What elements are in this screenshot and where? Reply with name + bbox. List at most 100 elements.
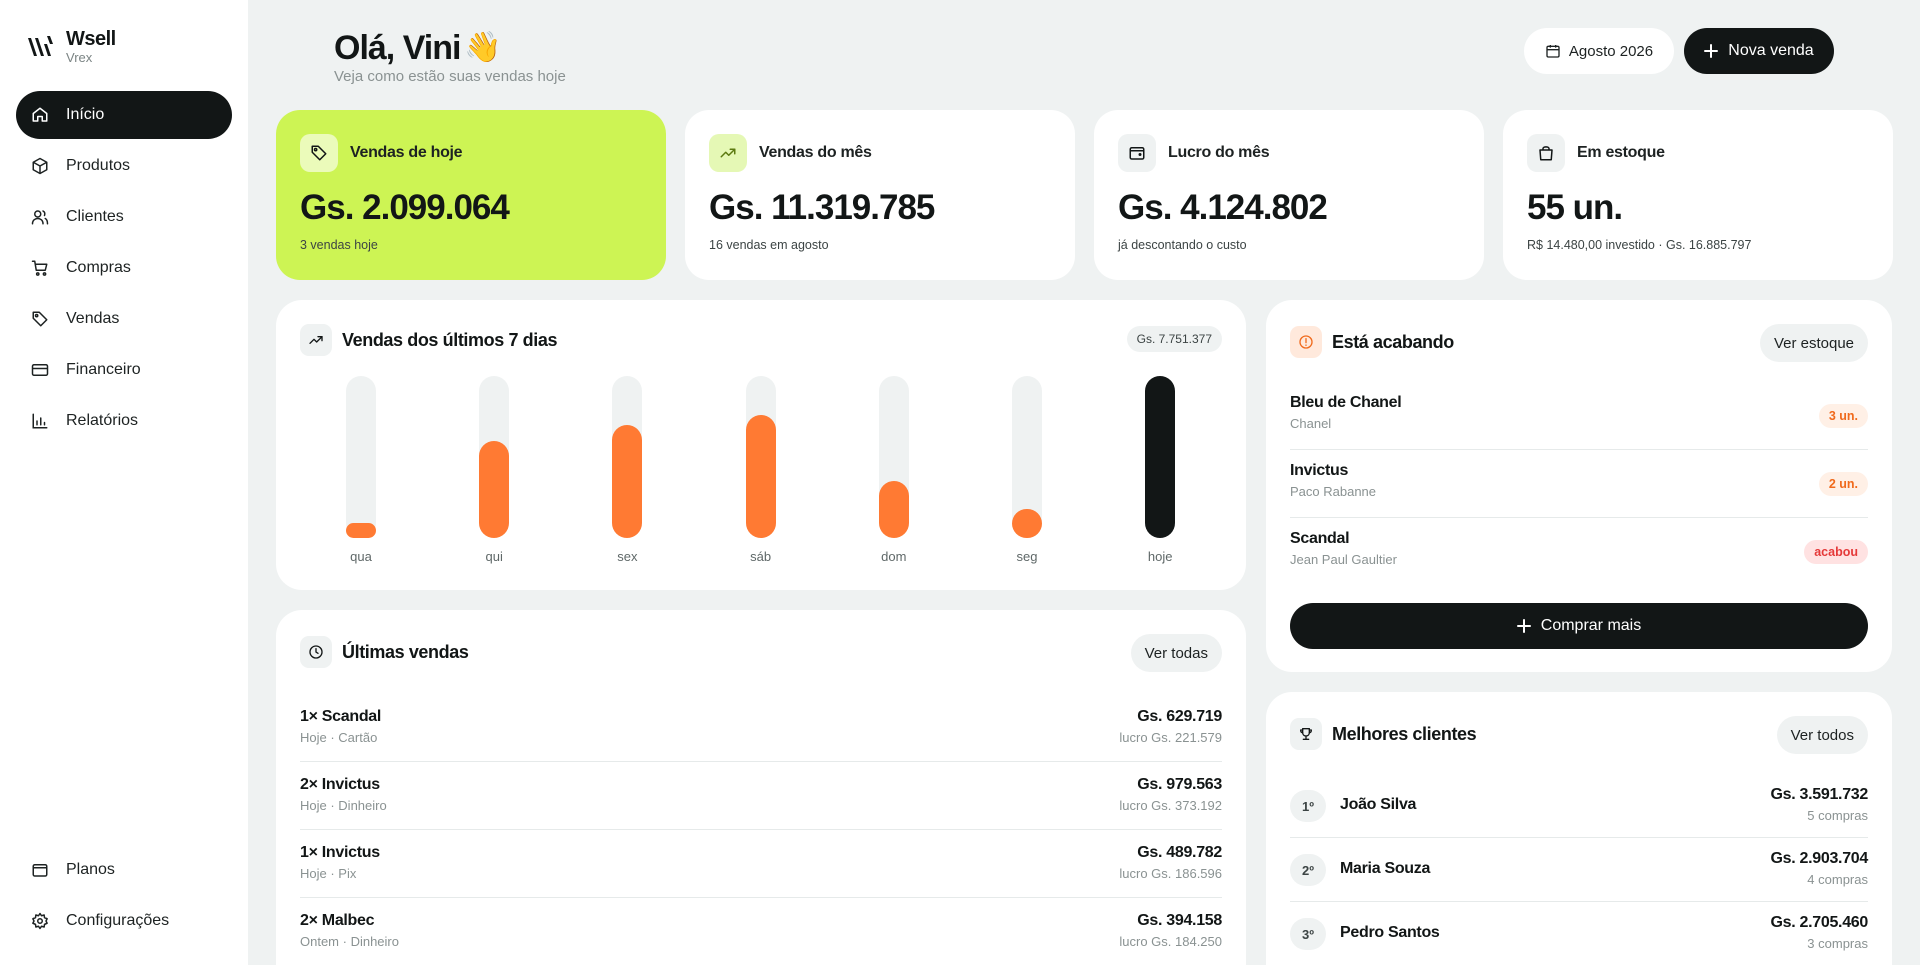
stat-value: Gs. 11.319.785 xyxy=(709,188,935,227)
bar-track xyxy=(1145,376,1176,538)
gear-icon xyxy=(30,911,50,931)
bar-track xyxy=(745,376,776,538)
buy-more-button[interactable]: Comprar mais xyxy=(1290,603,1868,649)
sidebar-item-relatorios[interactable]: Relatórios xyxy=(16,397,232,445)
low-stock-item[interactable]: Invictus Paco Rabanne 2 un. xyxy=(1290,450,1868,518)
sale-amount: Gs. 394.158 xyxy=(1137,912,1222,929)
chart-bar-hoje[interactable] xyxy=(1145,376,1176,538)
sidebar-item-financeiro[interactable]: Financeiro xyxy=(16,346,232,394)
client-amount: Gs. 2.705.460 xyxy=(1770,914,1868,931)
low-stock-item[interactable]: Bleu de Chanel Chanel 3 un. xyxy=(1290,382,1868,450)
client-row[interactable]: 2º Maria Souza Gs. 2.903.704 4 compras xyxy=(1290,838,1868,902)
chart-bar-seg[interactable] xyxy=(1012,508,1042,538)
latest-sales-title: Últimas vendas xyxy=(342,641,469,662)
product-name: Bleu de Chanel xyxy=(1290,394,1402,411)
sidebar-item-compras[interactable]: Compras xyxy=(16,244,232,292)
stat-card-vendas-hoje[interactable]: Vendas de hoje Gs. 2.099.064 3 vendas ho… xyxy=(276,110,666,280)
product-name: Invictus xyxy=(1290,462,1349,479)
product-brand: Paco Rabanne xyxy=(1290,484,1377,499)
bar-track xyxy=(1012,376,1042,538)
client-rank: 3º xyxy=(1290,918,1326,950)
sidebar-bottom-nav: Planos Configurações xyxy=(16,846,232,948)
bar-track xyxy=(346,376,376,538)
view-all-sales-button[interactable]: Ver todas xyxy=(1130,634,1222,672)
sale-profit: lucro Gs. 186.596 xyxy=(1119,866,1222,881)
stat-title: Em estoque xyxy=(1577,144,1665,161)
bar-track xyxy=(612,376,643,538)
stat-subtext: R$ 14.480,00 investido · Gs. 16.885.797 xyxy=(1527,238,1752,252)
sidebar-item-planos[interactable]: Planos xyxy=(16,846,232,894)
best-clients-panel: Melhores clientes Ver todos 1º João Silv… xyxy=(1266,692,1892,965)
sale-row[interactable]: 1× Invictus Hoje · Pix Gs. 489.782 lucro… xyxy=(300,830,1222,898)
stock-badge: 3 un. xyxy=(1818,404,1868,428)
stat-subtext: 3 vendas hoje xyxy=(300,238,378,252)
view-all-clients-button[interactable]: Ver todos xyxy=(1776,716,1868,754)
stat-title: Lucro do mês xyxy=(1168,144,1270,161)
client-amount: Gs. 2.903.704 xyxy=(1770,850,1868,867)
plus-icon xyxy=(1704,44,1719,58)
sidebar-item-inicio[interactable]: Início xyxy=(16,91,232,139)
sidebar-item-produtos[interactable]: Produtos xyxy=(16,142,232,190)
client-name: João Silva xyxy=(1340,796,1417,813)
chart-x-label: sex xyxy=(617,549,638,564)
tag-icon xyxy=(30,309,50,329)
bar-track xyxy=(479,376,510,538)
sidebar-item-vendas[interactable]: Vendas xyxy=(16,295,232,343)
new-sale-button[interactable]: Nova venda xyxy=(1684,28,1834,74)
stat-card-vendas-mes[interactable]: Vendas do mês Gs. 11.319.785 16 vendas e… xyxy=(685,110,1075,280)
sale-meta: Hoje · Cartão xyxy=(300,730,378,745)
best-clients-title: Melhores clientes xyxy=(1332,723,1477,744)
chart-bar-qui[interactable] xyxy=(479,440,510,538)
client-purchase-count: 4 compras xyxy=(1807,872,1868,887)
tag-icon xyxy=(300,134,338,172)
bar-track xyxy=(878,376,909,538)
chart-x-label: dom xyxy=(881,549,907,564)
stat-card-estoque[interactable]: Em estoque 55 un. R$ 14.480,00 investido… xyxy=(1503,110,1893,280)
wallet-icon xyxy=(1118,134,1156,172)
brand[interactable]: Wsell Vrex xyxy=(26,28,116,65)
sale-meta: Hoje · Dinheiro xyxy=(300,798,387,813)
client-purchase-count: 3 compras xyxy=(1807,936,1868,951)
sale-row[interactable]: 2× Malbec Ontem · Dinheiro Gs. 394.158 l… xyxy=(300,898,1222,965)
chart-x-label: seg xyxy=(1016,549,1038,564)
client-row[interactable]: 3º Pedro Santos Gs. 2.705.460 3 compras xyxy=(1290,902,1868,965)
bar-chart-icon xyxy=(30,411,50,431)
low-stock-item[interactable]: Scandal Jean Paul Gaultier acabou xyxy=(1290,518,1868,586)
box-icon xyxy=(30,156,50,176)
chart-x-label: qui xyxy=(485,549,503,564)
product-brand: Chanel xyxy=(1290,416,1332,431)
chart-bar-sáb[interactable] xyxy=(745,414,776,538)
client-purchase-count: 5 compras xyxy=(1807,808,1868,823)
product-name: Scandal xyxy=(1290,530,1350,547)
buy-more-label: Comprar mais xyxy=(1540,617,1642,634)
credit-card-icon xyxy=(30,360,50,380)
stat-card-lucro-mes[interactable]: Lucro do mês Gs. 4.124.802 já descontand… xyxy=(1094,110,1484,280)
sale-amount: Gs. 489.782 xyxy=(1137,844,1222,861)
client-name: Pedro Santos xyxy=(1340,924,1440,941)
trending-up-icon xyxy=(709,134,747,172)
product-brand: Jean Paul Gaultier xyxy=(1290,552,1397,567)
chart-x-label: hoje xyxy=(1147,549,1173,564)
client-rank: 1º xyxy=(1290,790,1326,822)
chart-bar-qua[interactable] xyxy=(346,523,376,538)
sale-profit: lucro Gs. 221.579 xyxy=(1119,730,1222,745)
home-icon xyxy=(30,105,50,125)
sale-profit: lucro Gs. 184.250 xyxy=(1119,934,1222,949)
view-stock-button[interactable]: Ver estoque xyxy=(1759,324,1868,362)
low-stock-title: Está acabando xyxy=(1332,331,1454,352)
sale-meta: Hoje · Pix xyxy=(300,866,357,881)
new-sale-label: Nova venda xyxy=(1728,42,1814,59)
chart-bar-dom[interactable] xyxy=(878,481,909,538)
brand-subtitle: Vrex xyxy=(66,50,93,65)
sale-row[interactable]: 1× Scandal Hoje · Cartão Gs. 629.719 luc… xyxy=(300,694,1222,762)
client-row[interactable]: 1º João Silva Gs. 3.591.732 5 compras xyxy=(1290,774,1868,838)
greeting-text: Olá, Vini xyxy=(334,29,461,67)
sidebar-item-label: Relatórios xyxy=(66,412,139,429)
sale-row[interactable]: 2× Invictus Hoje · Dinheiro Gs. 979.563 … xyxy=(300,762,1222,830)
chart-bar-sex[interactable] xyxy=(612,424,643,538)
sidebar-item-configuracoes[interactable]: Configurações xyxy=(16,897,232,945)
sidebar-item-clientes[interactable]: Clientes xyxy=(16,193,232,241)
sale-amount: Gs. 979.563 xyxy=(1137,776,1222,793)
wave-emoji: 👋 xyxy=(464,31,501,64)
date-picker-button[interactable]: Agosto 2026 xyxy=(1524,28,1674,74)
